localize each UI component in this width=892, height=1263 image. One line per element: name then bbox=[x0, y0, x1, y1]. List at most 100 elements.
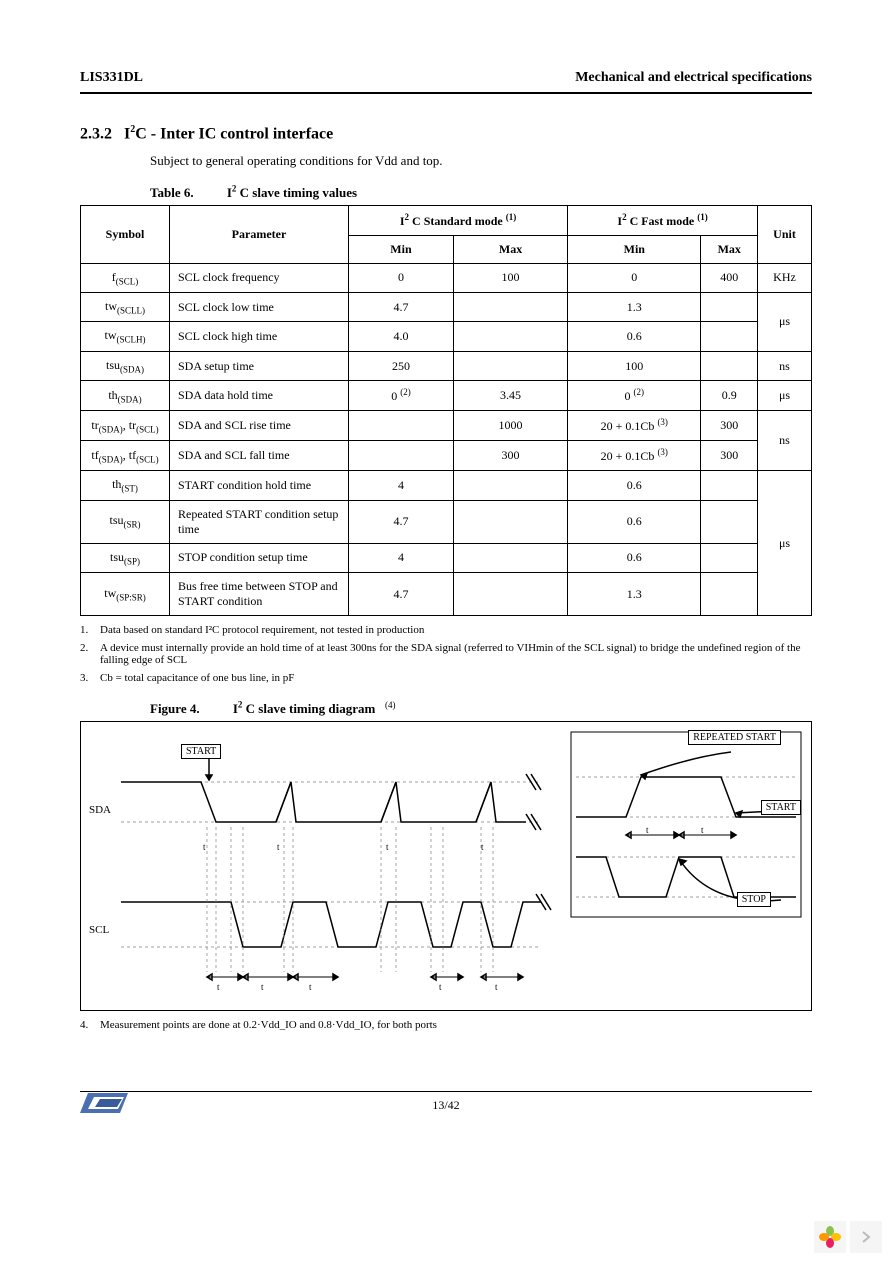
timing-diagram-svg: ttttttttttt bbox=[81, 722, 811, 1010]
cell-value: 0.6 bbox=[568, 543, 701, 572]
cell-parameter: SDA data hold time bbox=[170, 381, 349, 411]
cell-unit: KHz bbox=[758, 263, 812, 292]
cell-value: 4.7 bbox=[349, 573, 454, 616]
scl-label: SCL bbox=[89, 924, 109, 936]
col-std-max: Max bbox=[453, 235, 567, 263]
table-row: tw(SCLH)SCL clock high time4.00.6 bbox=[81, 322, 812, 351]
cell-value bbox=[349, 441, 454, 471]
repeated-start-label-box: REPEATED START bbox=[688, 730, 781, 745]
col-fast-min: Min bbox=[568, 235, 701, 263]
cell-parameter: SDA and SCL rise time bbox=[170, 411, 349, 441]
svg-text:t: t bbox=[261, 982, 264, 992]
svg-text:t: t bbox=[495, 982, 498, 992]
cell-value: 4 bbox=[349, 543, 454, 572]
table-row: tw(SCLL)SCL clock low time4.71.3μs bbox=[81, 293, 812, 322]
svg-text:t: t bbox=[701, 825, 704, 835]
col-symbol: Symbol bbox=[81, 205, 170, 263]
stop-label-box: STOP bbox=[737, 892, 771, 907]
table-row: th(SDA)SDA data hold time0 (2)3.450 (2)0… bbox=[81, 381, 812, 411]
cell-parameter: SCL clock high time bbox=[170, 322, 349, 351]
cell-value: 300 bbox=[701, 411, 758, 441]
footnote: 2.A device must internally provide an ho… bbox=[80, 642, 812, 666]
figure4-caption-title: I2 C slave timing diagram bbox=[233, 701, 375, 716]
table6-body: f(SCL)SCL clock frequency01000400KHztw(S… bbox=[81, 263, 812, 615]
svg-text:t: t bbox=[439, 982, 442, 992]
header-left: LIS331DL bbox=[80, 70, 143, 86]
cell-value bbox=[701, 500, 758, 543]
table-row: tw(SP:SR)Bus free time between STOP and … bbox=[81, 573, 812, 616]
col-standard-mode: I2 C Standard mode (1) bbox=[349, 205, 568, 235]
cell-value bbox=[453, 322, 567, 351]
footer-rule bbox=[80, 1091, 812, 1092]
page-header: LIS331DL Mechanical and electrical speci… bbox=[80, 70, 812, 94]
cell-symbol: tw(SCLL) bbox=[81, 293, 170, 322]
cell-value bbox=[453, 543, 567, 572]
start-label-box: START bbox=[181, 744, 221, 759]
cell-parameter: Bus free time between STOP and START con… bbox=[170, 573, 349, 616]
col-fast-mode: I2 C Fast mode (1) bbox=[568, 205, 758, 235]
sda-label: SDA bbox=[89, 804, 111, 816]
cell-value bbox=[701, 471, 758, 500]
footnotes-top: 1.Data based on standard I²C protocol re… bbox=[80, 624, 812, 684]
cell-parameter: STOP condition setup time bbox=[170, 543, 349, 572]
svg-text:t: t bbox=[481, 842, 484, 852]
cell-value: 0 (2) bbox=[568, 381, 701, 411]
footnote: 3.Cb = total capacitance of one bus line… bbox=[80, 672, 812, 684]
footnote: 1.Data based on standard I²C protocol re… bbox=[80, 624, 812, 636]
cell-value: 0.6 bbox=[568, 322, 701, 351]
cell-value: 20 + 0.1Cb (3) bbox=[568, 441, 701, 471]
table6-head: Symbol Parameter I2 C Standard mode (1) … bbox=[81, 205, 812, 263]
col-fast-max: Max bbox=[701, 235, 758, 263]
footnote-bottom: 4. Measurement points are done at 0.2·Vd… bbox=[80, 1019, 812, 1031]
cell-symbol: f(SCL) bbox=[81, 263, 170, 292]
table-row: tsu(SR)Repeated START condition setup ti… bbox=[81, 500, 812, 543]
svg-text:t: t bbox=[277, 842, 280, 852]
header-right: Mechanical and electrical specifications bbox=[575, 70, 812, 86]
table-row: tsu(SP)STOP condition setup time40.6 bbox=[81, 543, 812, 572]
cell-parameter: SDA and SCL fall time bbox=[170, 441, 349, 471]
cell-value: 4.7 bbox=[349, 293, 454, 322]
cell-value bbox=[701, 322, 758, 351]
flower-icon[interactable] bbox=[814, 1221, 846, 1253]
figure4-caption: Figure 4. I2 C slave timing diagram (4) bbox=[150, 700, 812, 717]
table6-caption: Table 6. I2 C slave timing values bbox=[150, 183, 812, 200]
cell-value bbox=[701, 573, 758, 616]
cell-value bbox=[701, 543, 758, 572]
cell-symbol: th(ST) bbox=[81, 471, 170, 500]
cell-value: 20 + 0.1Cb (3) bbox=[568, 411, 701, 441]
cell-value bbox=[453, 351, 567, 380]
footnote4-num: 4. bbox=[80, 1019, 100, 1031]
cell-value: 4 bbox=[349, 471, 454, 500]
cell-unit: μs bbox=[758, 381, 812, 411]
table6: Symbol Parameter I2 C Standard mode (1) … bbox=[80, 205, 812, 616]
cell-value: 1.3 bbox=[568, 573, 701, 616]
table-row: tsu(SDA)SDA setup time250100ns bbox=[81, 351, 812, 380]
cell-value: 0 (2) bbox=[349, 381, 454, 411]
cell-value bbox=[453, 500, 567, 543]
cell-parameter: SCL clock frequency bbox=[170, 263, 349, 292]
chevron-right-icon[interactable] bbox=[850, 1221, 882, 1253]
svg-text:t: t bbox=[217, 982, 220, 992]
footnote4-text: Measurement points are done at 0.2·Vdd_I… bbox=[100, 1019, 437, 1031]
col-unit: Unit bbox=[758, 205, 812, 263]
cell-symbol: th(SDA) bbox=[81, 381, 170, 411]
cell-symbol: tr(SDA), tr(SCL) bbox=[81, 411, 170, 441]
cell-value bbox=[349, 411, 454, 441]
svg-text:t: t bbox=[309, 982, 312, 992]
table-row: f(SCL)SCL clock frequency01000400KHz bbox=[81, 263, 812, 292]
table-row: tr(SDA), tr(SCL)SDA and SCL rise time100… bbox=[81, 411, 812, 441]
figure4-caption-label: Figure 4. bbox=[150, 701, 200, 716]
cell-value bbox=[453, 573, 567, 616]
cell-value: 0.6 bbox=[568, 500, 701, 543]
cell-symbol: tw(SCLH) bbox=[81, 322, 170, 351]
cell-value bbox=[453, 293, 567, 322]
cell-value: 3.45 bbox=[453, 381, 567, 411]
cell-symbol: tsu(SR) bbox=[81, 500, 170, 543]
cell-value: 0 bbox=[568, 263, 701, 292]
cell-value: 300 bbox=[701, 441, 758, 471]
cell-value: 400 bbox=[701, 263, 758, 292]
corner-widget[interactable] bbox=[814, 1221, 882, 1253]
table6-caption-title: I2 C slave timing values bbox=[227, 185, 357, 200]
page: LIS331DL Mechanical and electrical speci… bbox=[0, 0, 892, 1181]
cell-parameter: Repeated START condition setup time bbox=[170, 500, 349, 543]
